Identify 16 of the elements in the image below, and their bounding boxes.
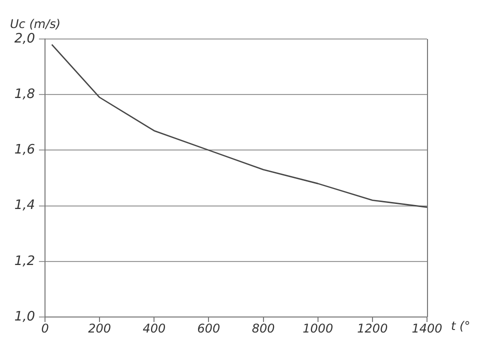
x-tick-label: 0	[41, 321, 50, 336]
y-tick-label: 1,4	[14, 198, 35, 214]
y-tick-label: 1,6	[14, 142, 35, 158]
x-tick-label: 200	[88, 321, 112, 336]
x-tick-label: 400	[142, 321, 166, 336]
x-axis-title: t (°	[451, 319, 470, 334]
x-tick-label: 800	[252, 321, 276, 336]
y-tick-label: 1,2	[14, 254, 35, 269]
y-tick-label: 2,0	[14, 31, 35, 46]
y-tick-label: 1,0	[14, 309, 35, 324]
y-tick-label: 1,8	[14, 86, 35, 102]
x-tick-label: 1000	[302, 321, 334, 336]
y-axis-title: Uc (m/s)	[10, 17, 61, 32]
x-tick-label: 1400	[412, 321, 443, 336]
x-tick-label: 600	[197, 321, 221, 336]
x-tick-label: 1200	[357, 321, 388, 336]
